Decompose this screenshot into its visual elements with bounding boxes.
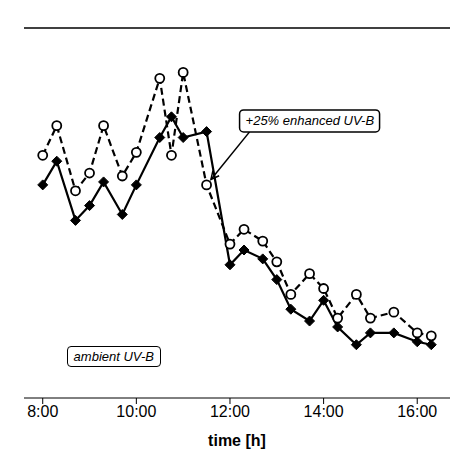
svg-text:+25% enhanced UV-B: +25% enhanced UV-B	[246, 113, 375, 128]
svg-text:time [h]: time [h]	[208, 432, 266, 449]
html-text:ambient UV-B: ambient UV-B	[73, 349, 154, 365]
svg-text:16:00: 16:00	[397, 403, 437, 420]
svg-text:14:00: 14:00	[304, 403, 344, 420]
svg-text:10:00: 10:00	[116, 403, 156, 420]
svg-text:12:00: 12:00	[210, 403, 250, 420]
svg-text:8:00: 8:00	[27, 403, 58, 420]
